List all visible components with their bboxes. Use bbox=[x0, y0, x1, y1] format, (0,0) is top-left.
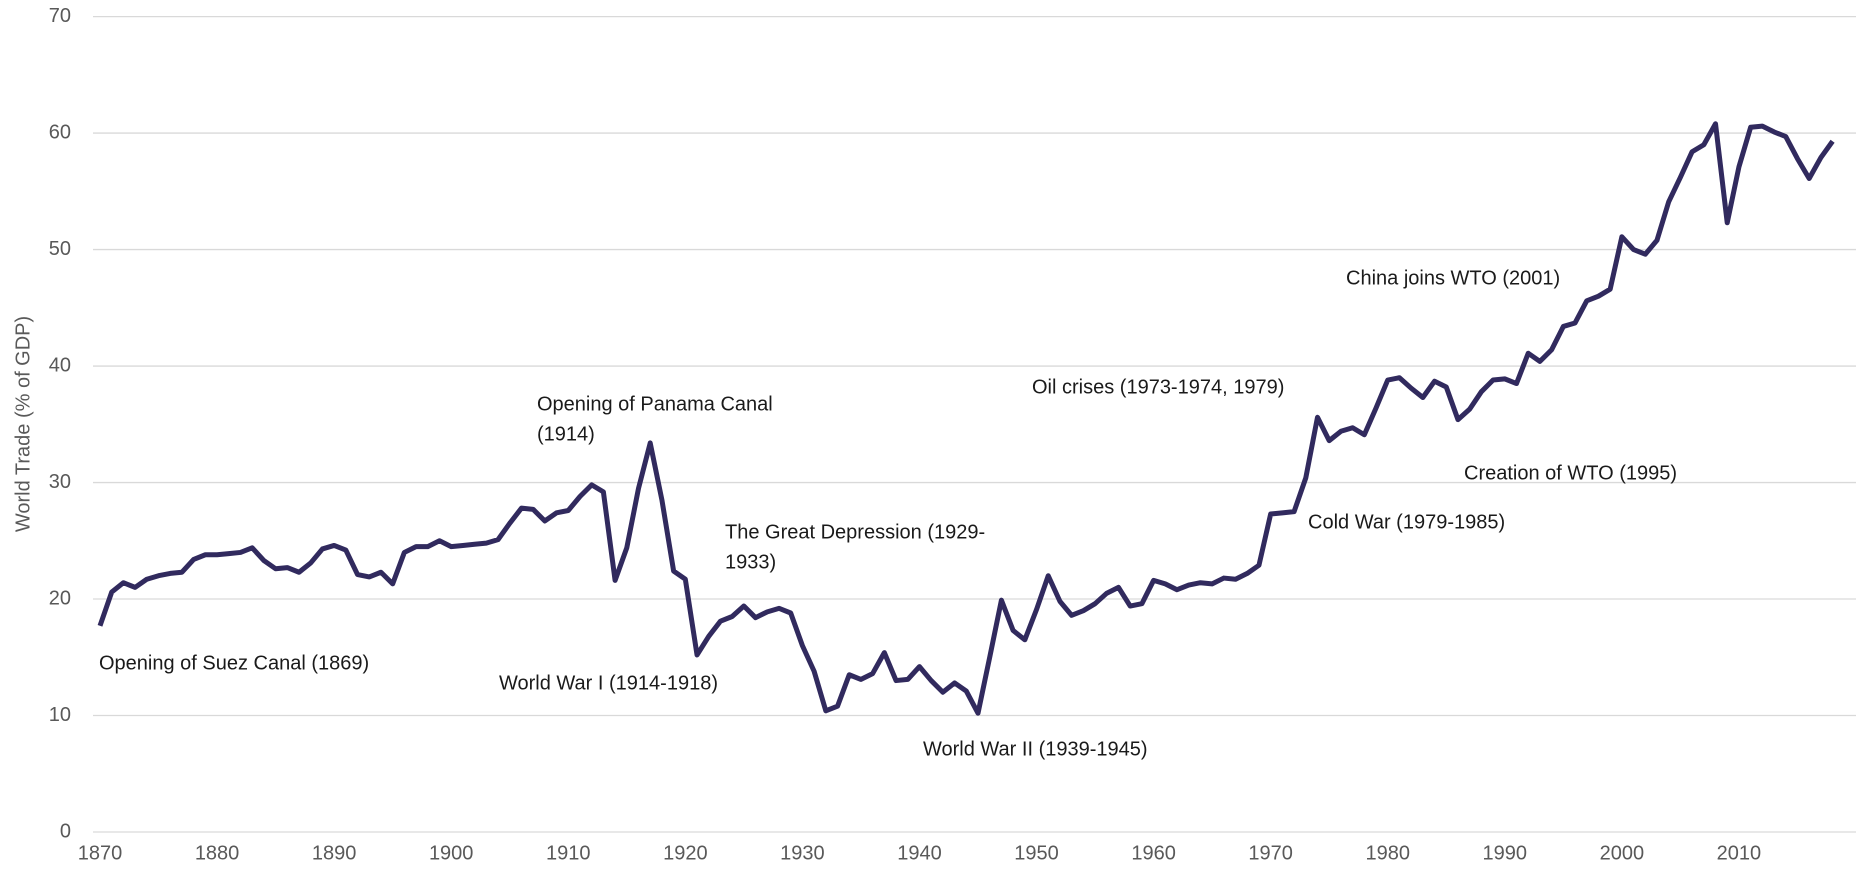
x-tick-label: 1910 bbox=[546, 842, 591, 864]
y-tick-label: 10 bbox=[49, 704, 71, 726]
annotation: World War II (1939-1945) bbox=[923, 738, 1148, 760]
y-tick-label: 20 bbox=[49, 587, 71, 609]
x-tick-label: 1980 bbox=[1365, 842, 1410, 864]
x-tick-label: 1960 bbox=[1131, 842, 1176, 864]
y-tick-label: 60 bbox=[49, 121, 71, 143]
annotation: (1914) bbox=[537, 423, 595, 445]
y-axis-title: World Trade (% of GDP) bbox=[12, 316, 34, 532]
annotation: The Great Depression (1929- bbox=[725, 521, 985, 543]
x-tick-label: 1990 bbox=[1483, 842, 1528, 864]
y-tick-label: 40 bbox=[49, 354, 71, 376]
annotation: 1933) bbox=[725, 551, 776, 573]
annotation: World War I (1914-1918) bbox=[499, 672, 718, 694]
x-tick-label: 1880 bbox=[195, 842, 240, 864]
x-tick-label: 2010 bbox=[1717, 842, 1762, 864]
y-tick-label: 0 bbox=[60, 820, 71, 842]
annotation: Oil crises (1973-1974, 1979) bbox=[1032, 376, 1284, 398]
x-tick-label: 2000 bbox=[1600, 842, 1645, 864]
y-tick-label: 50 bbox=[49, 238, 71, 260]
x-tick-label: 1890 bbox=[312, 842, 357, 864]
annotation: Opening of Suez Canal (1869) bbox=[99, 652, 369, 674]
x-tick-label: 1970 bbox=[1248, 842, 1293, 864]
x-tick-label: 1870 bbox=[78, 842, 123, 864]
annotation: China joins WTO (2001) bbox=[1346, 267, 1560, 289]
annotation: Cold War (1979-1985) bbox=[1308, 511, 1505, 533]
x-tick-label: 1950 bbox=[1014, 842, 1059, 864]
x-tick-label: 1920 bbox=[663, 842, 708, 864]
data-line bbox=[97, 121, 1835, 716]
annotation: Creation of WTO (1995) bbox=[1464, 462, 1677, 484]
x-tick-label: 1930 bbox=[780, 842, 825, 864]
x-tick-label: 1900 bbox=[429, 842, 474, 864]
y-tick-label: 30 bbox=[49, 471, 71, 493]
annotation: Opening of Panama Canal bbox=[537, 393, 773, 415]
y-tick-label: 70 bbox=[49, 5, 71, 27]
x-tick-label: 1940 bbox=[897, 842, 942, 864]
